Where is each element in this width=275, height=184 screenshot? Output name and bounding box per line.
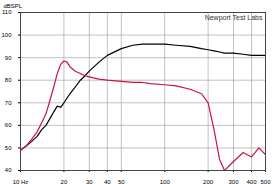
svg-text:40: 40: [104, 179, 111, 184]
svg-text:70: 70: [5, 100, 12, 106]
svg-text:Newport Test Labs: Newport Test Labs: [205, 14, 263, 22]
svg-text:60: 60: [5, 122, 12, 128]
svg-text:500: 500: [260, 179, 271, 184]
svg-text:dBSPL: dBSPL: [4, 3, 23, 9]
svg-text:20: 20: [61, 179, 68, 184]
svg-text:300: 300: [229, 179, 240, 184]
svg-text:40: 40: [5, 167, 12, 173]
svg-text:100: 100: [160, 179, 171, 184]
svg-text:400: 400: [247, 179, 258, 184]
svg-text:80: 80: [5, 77, 12, 83]
svg-text:110: 110: [2, 9, 12, 15]
svg-text:10 Hz: 10 Hz: [13, 179, 29, 184]
svg-text:90: 90: [5, 55, 12, 61]
svg-text:200: 200: [203, 179, 214, 184]
svg-text:30: 30: [86, 179, 93, 184]
svg-text:50: 50: [5, 145, 12, 151]
svg-text:50: 50: [118, 179, 125, 184]
svg-text:100: 100: [1, 32, 12, 38]
